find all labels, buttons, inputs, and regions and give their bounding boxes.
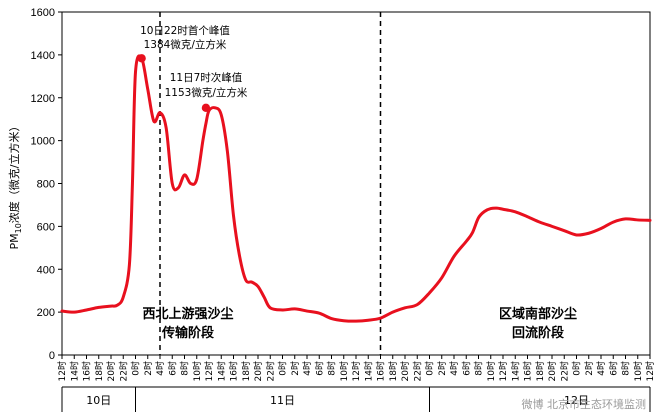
x-hour-label: 10时	[338, 361, 350, 381]
peak1-annotation-line1: 10日22时首个峰值	[140, 24, 230, 37]
x-hour-label: 6时	[460, 361, 472, 376]
x-hour-label: 20时	[252, 361, 264, 381]
watermark-text: 微博 北京市生态环境监测	[522, 397, 647, 411]
x-hour-label: 20时	[105, 361, 117, 381]
phase1-label-line2: 传输阶段	[161, 325, 214, 341]
y-tick-label: 400	[37, 264, 55, 276]
x-hour-label: 4时	[448, 361, 460, 376]
peak1-annotation-line2: 1384微克/立方米	[144, 38, 227, 51]
x-hour-label: 22时	[264, 361, 276, 381]
x-hour-label: 8时	[473, 361, 485, 376]
x-hour-label: 8时	[620, 361, 632, 376]
y-tick-label: 0	[49, 350, 55, 362]
x-hour-label: 4时	[154, 361, 166, 376]
x-hour-label: 4时	[301, 361, 313, 376]
x-hour-label: 2时	[583, 361, 595, 376]
peak-marker	[201, 103, 211, 113]
x-hour-label: 10时	[632, 361, 644, 381]
x-hour-label: 12时	[644, 361, 656, 381]
y-axis-label-sub: 10	[14, 223, 23, 233]
y-tick-label: 600	[37, 221, 55, 233]
y-axis-label: PM10浓度（微克/立方米）	[7, 120, 23, 249]
pm10-series-line	[60, 54, 652, 323]
y-tick-label: 1600	[31, 7, 55, 19]
y-tick-label: 1200	[31, 93, 55, 105]
x-hour-label: 0时	[130, 361, 142, 376]
x-hour-label: 8时	[179, 361, 191, 376]
x-hour-label: 16时	[228, 361, 240, 381]
x-hour-label: 6时	[313, 361, 325, 376]
y-axis-ticks: 0 200 400 600 800 1000 1200 1400 1600	[31, 7, 62, 362]
x-hour-label: 20时	[546, 361, 558, 381]
day-label: 12日	[564, 394, 589, 407]
phase-dashed-lines	[159, 12, 382, 355]
x-hour-label: 12时	[203, 361, 215, 381]
x-hour-label: 22时	[558, 361, 570, 381]
day-label: 11日	[270, 394, 295, 407]
x-hour-label: 0时	[424, 361, 436, 376]
y-axis-label-rest: 浓度（微克/立方米）	[7, 120, 21, 223]
x-hour-label: 12时	[56, 361, 68, 381]
x-hour-label: 10时	[485, 361, 497, 381]
x-hour-label: 14时	[362, 361, 374, 381]
x-hour-label: 12时	[497, 361, 509, 381]
day-label: 10日	[86, 394, 111, 407]
y-axis-label-pm: PM	[8, 233, 21, 249]
phase2-label-line2: 回流阶段	[512, 325, 564, 341]
series-layer	[60, 54, 652, 323]
y-tick-label: 200	[37, 307, 55, 319]
x-hour-label: 14时	[68, 361, 80, 381]
x-hour-label: 4时	[595, 361, 607, 376]
x-axis: 12时 14时 16时 18时 20时 22时 0时 2时 4时 6时 8时 10时 12时 14时 16时…	[56, 355, 656, 412]
plot-frame	[61, 11, 651, 356]
x-hour-label: 14时	[215, 361, 227, 381]
x-hour-label: 0时	[571, 361, 583, 376]
y-tick-label: 1000	[31, 136, 55, 148]
x-hour-label: 2时	[142, 361, 154, 376]
x-hour-label: 22时	[411, 361, 423, 381]
x-hour-label: 2时	[289, 361, 301, 376]
peak2-annotation-line2: 1153微克/立方米	[165, 86, 248, 99]
peak2-annotation-line1: 11日7时次峰值	[170, 71, 243, 84]
x-hour-label: 22时	[117, 361, 129, 381]
y-tick-label: 1400	[31, 50, 55, 62]
x-hour-label: 2时	[436, 361, 448, 376]
x-hour-label: 20时	[399, 361, 411, 381]
x-hour-label: 18时	[93, 361, 105, 381]
x-hour-label: 16时	[81, 361, 93, 381]
x-hour-label: 0时	[277, 361, 289, 376]
x-hour-label: 6时	[166, 361, 178, 376]
phase2-label-line1: 区域南部沙尘	[499, 306, 577, 322]
x-hour-label: 18时	[534, 361, 546, 381]
x-hour-label: 6时	[607, 361, 619, 376]
x-hour-label: 10时	[191, 361, 203, 381]
y-tick-label: 800	[37, 179, 55, 191]
peak-marker	[137, 54, 146, 63]
x-hour-label: 12时	[350, 361, 362, 381]
x-hour-label: 16时	[375, 361, 387, 381]
x-hour-label: 8时	[326, 361, 338, 376]
phase1-label-line1: 西北上游强沙尘	[142, 306, 233, 322]
x-hour-label: 14时	[509, 361, 521, 381]
x-hour-label: 18时	[387, 361, 399, 381]
x-hour-label: 16时	[522, 361, 534, 381]
x-hour-label: 18时	[240, 361, 252, 381]
